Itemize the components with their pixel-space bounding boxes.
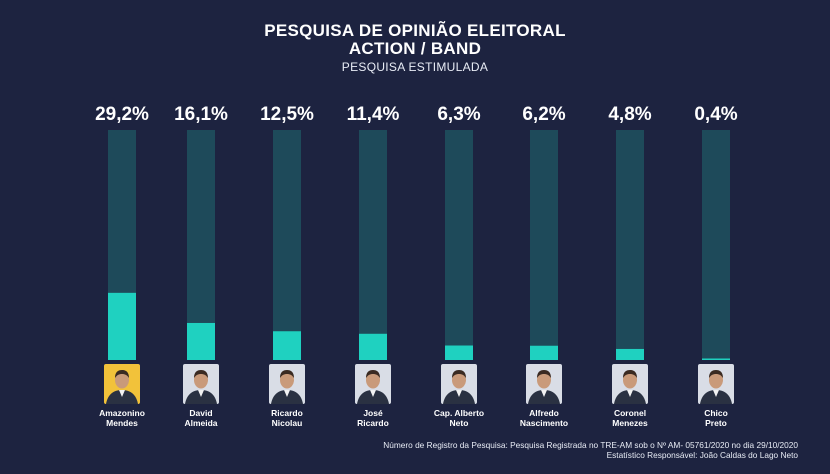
tick-label-line: David	[189, 408, 213, 418]
person-portrait-icon	[441, 364, 477, 404]
candidate-photo	[526, 364, 562, 404]
tick-label: Amazonino Mendes	[67, 408, 177, 428]
candidate-photo	[612, 364, 648, 404]
person-portrait-icon	[269, 364, 305, 404]
person-portrait-icon	[183, 364, 219, 404]
bar	[616, 348, 644, 360]
bar-track	[445, 130, 473, 360]
tick-label-line: Ricardo	[357, 418, 389, 428]
tick-label: Chico Preto	[661, 408, 771, 428]
person-portrait-icon	[526, 364, 562, 404]
bar	[273, 331, 301, 360]
bar	[702, 358, 730, 360]
data-label: 11,4%	[347, 104, 400, 125]
bar-track	[187, 130, 215, 360]
bar	[445, 345, 473, 360]
bar-track	[616, 130, 644, 360]
tick-label-line: José	[363, 408, 383, 418]
data-label: 29,2%	[95, 104, 149, 125]
tick-label: José Ricardo	[318, 408, 428, 428]
candidate-photo	[441, 364, 477, 404]
candidate-photo	[269, 364, 305, 404]
tick-label-line: Ricardo	[271, 408, 303, 418]
bar-track	[359, 130, 387, 360]
tick-label: Alfredo Nascimento	[489, 408, 599, 428]
tick-label-line: Nascimento	[519, 418, 569, 428]
tick-label: Coronel Menezes	[575, 408, 685, 428]
bar	[108, 292, 136, 360]
data-label: 0,4%	[694, 104, 737, 125]
tick-label: Ricardo Nicolau	[232, 408, 342, 428]
tick-label-line: Coronel	[613, 408, 647, 418]
bar	[187, 322, 215, 360]
person-portrait-icon	[355, 364, 391, 404]
candidate-photo	[104, 364, 140, 404]
tick-label-line: Preto	[705, 418, 727, 428]
tick-label-line: Alfredo	[529, 408, 559, 418]
data-label: 6,3%	[437, 104, 480, 125]
tick-label-line: Menezes	[612, 418, 648, 428]
tick-label-line: Neto	[449, 418, 469, 428]
tick-label-line: Amazonino	[99, 408, 145, 418]
candidate-photo	[183, 364, 219, 404]
bar	[530, 345, 558, 360]
chart-subtitle: PESQUISA ESTIMULADA	[341, 60, 489, 74]
person-portrait-icon	[698, 364, 734, 404]
data-label: 12,5%	[260, 104, 314, 125]
bar-track	[273, 130, 301, 360]
tick-label-line: Chico	[704, 408, 728, 418]
chart-title-line1: PESQUISA DE OPINIÃO ELEITORAL	[264, 21, 566, 40]
bar-track	[702, 130, 730, 360]
statistician-note: Estatístico Responsável: João Caldas do …	[606, 450, 798, 460]
data-label: 16,1%	[174, 104, 228, 125]
tick-label-line: Almeida	[184, 418, 218, 428]
tick-label-line: Mendes	[106, 418, 138, 428]
tick-label: Cap. Alberto Neto	[404, 408, 514, 428]
registration-note: Número de Registro da Pesquisa: Pesquisa…	[383, 440, 798, 450]
tick-label: David Almeida	[146, 408, 256, 428]
tick-label-line: Cap. Alberto	[433, 408, 485, 418]
person-portrait-icon	[104, 364, 140, 404]
candidate-photo	[355, 364, 391, 404]
bar-track	[530, 130, 558, 360]
tick-label-line: Nicolau	[271, 418, 303, 428]
data-label: 4,8%	[608, 104, 651, 125]
data-label: 6,2%	[522, 104, 565, 125]
bar	[359, 333, 387, 360]
candidate-photo	[698, 364, 734, 404]
person-portrait-icon	[612, 364, 648, 404]
chart-title-line2: ACTION / BAND	[348, 39, 482, 58]
